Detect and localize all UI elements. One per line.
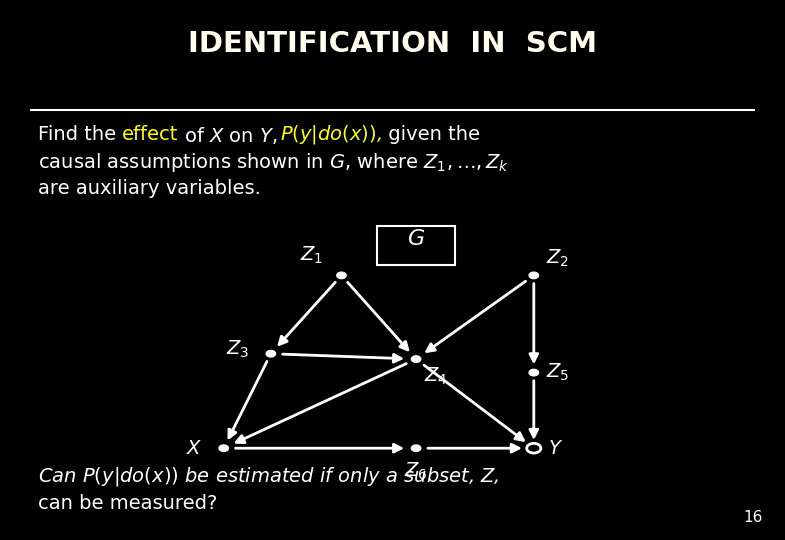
Text: Find the: Find the: [38, 125, 122, 145]
Circle shape: [411, 356, 421, 362]
Text: $Z_6$: $Z_6$: [404, 460, 428, 482]
Text: IDENTIFICATION  IN  SCM: IDENTIFICATION IN SCM: [188, 30, 597, 58]
Text: 16: 16: [743, 510, 763, 525]
Text: $Z_5$: $Z_5$: [546, 362, 569, 383]
Circle shape: [266, 350, 276, 357]
Circle shape: [529, 369, 539, 376]
Text: $Z_1$: $Z_1$: [300, 244, 323, 266]
Text: $Z_2$: $Z_2$: [546, 247, 569, 269]
Circle shape: [411, 445, 421, 451]
Text: given the: given the: [382, 125, 480, 145]
Text: can be measured?: can be measured?: [38, 494, 217, 513]
Text: $G$: $G$: [407, 228, 425, 249]
Text: $Z_4$: $Z_4$: [424, 366, 447, 387]
Text: $Y$: $Y$: [548, 438, 564, 458]
Circle shape: [219, 445, 228, 451]
Text: of $X$ on $Y$,: of $X$ on $Y$,: [178, 125, 279, 145]
Text: $P(y|do(x))$,: $P(y|do(x))$,: [279, 124, 382, 146]
Circle shape: [337, 272, 346, 279]
Text: $Z_3$: $Z_3$: [226, 339, 250, 360]
Text: causal assumptions shown in $G$, where $Z_1,\ldots, Z_k$: causal assumptions shown in $G$, where $…: [38, 151, 509, 173]
Text: are auxiliary variables.: are auxiliary variables.: [38, 179, 261, 199]
Circle shape: [529, 272, 539, 279]
FancyBboxPatch shape: [377, 226, 455, 265]
Text: Can $P(y|do(x))$ be estimated if only a subset, $Z$,: Can $P(y|do(x))$ be estimated if only a …: [38, 465, 499, 488]
Text: $X$: $X$: [185, 438, 203, 458]
Text: effect: effect: [122, 125, 178, 145]
